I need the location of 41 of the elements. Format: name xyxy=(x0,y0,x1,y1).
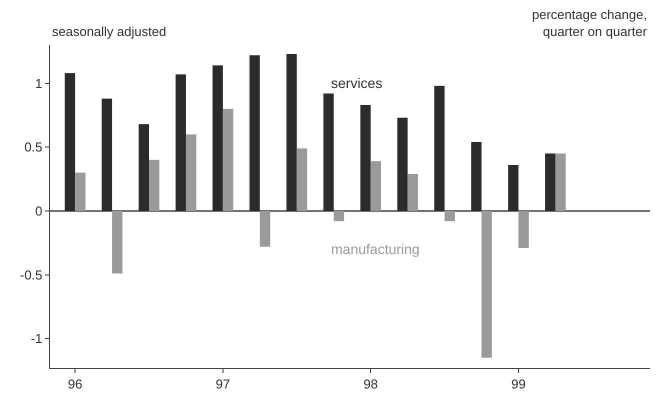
bar xyxy=(212,65,223,211)
text: percentage change, quarter on quarter xyxy=(532,7,648,39)
bar xyxy=(296,148,308,211)
bar xyxy=(397,118,408,211)
x-tick-label: 97 xyxy=(216,376,230,392)
bar xyxy=(260,210,270,247)
series-label: services xyxy=(331,75,382,91)
bar xyxy=(64,73,76,211)
bar xyxy=(508,165,518,211)
series-label: manufacturing xyxy=(331,241,420,257)
bar xyxy=(518,210,529,248)
bar xyxy=(444,210,455,222)
bar xyxy=(286,54,297,211)
bar xyxy=(149,160,160,211)
bar xyxy=(434,86,445,211)
bar xyxy=(555,154,566,211)
bar xyxy=(360,105,371,211)
bar xyxy=(138,124,150,211)
text: seasonally adjusted xyxy=(52,24,166,39)
bar xyxy=(222,108,234,211)
y-tick-label: -1 xyxy=(30,331,42,346)
bar xyxy=(75,172,86,211)
bar xyxy=(471,142,482,211)
bar xyxy=(176,74,186,211)
bar xyxy=(186,134,196,211)
bar xyxy=(482,210,492,358)
x-tick-label: 99 xyxy=(511,376,526,392)
bar xyxy=(408,174,418,211)
y-tick-label: 1 xyxy=(35,76,42,91)
bar xyxy=(250,55,260,211)
y-tick-label: -0.5 xyxy=(20,267,42,282)
bar xyxy=(112,210,122,274)
bar xyxy=(102,98,112,211)
bar xyxy=(545,154,556,211)
bar xyxy=(334,210,344,222)
x-tick-label: 96 xyxy=(68,376,82,392)
bar xyxy=(370,161,382,211)
bar xyxy=(323,94,334,211)
y-tick-label: 0.5 xyxy=(24,140,42,155)
x-tick-label: 98 xyxy=(363,376,378,392)
y-tick-label: 0 xyxy=(35,204,42,219)
